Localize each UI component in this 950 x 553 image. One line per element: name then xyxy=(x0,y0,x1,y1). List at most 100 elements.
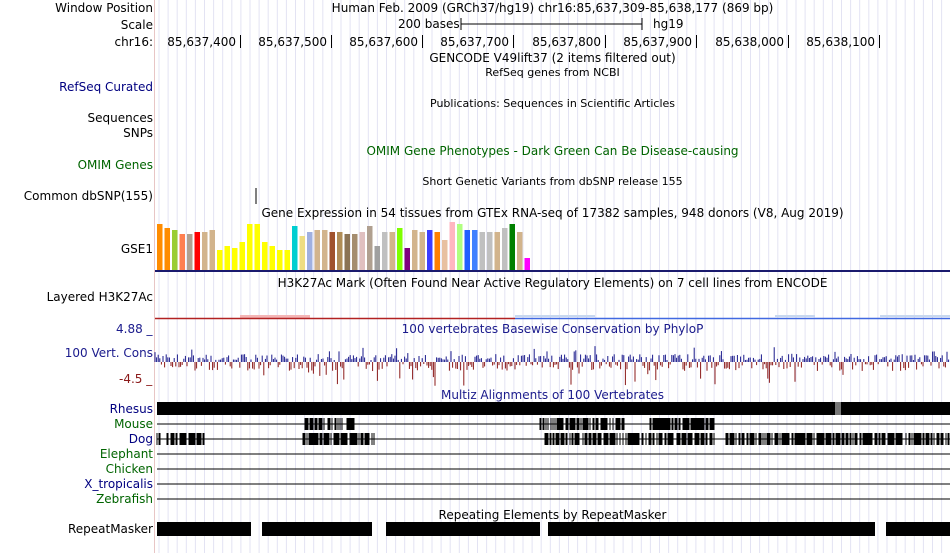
refseq-label[interactable]: RefSeq Curated xyxy=(59,80,153,94)
gtex-tissue-bar xyxy=(164,228,170,270)
multiz-alignments[interactable] xyxy=(155,400,950,505)
gtex-tissue-bar xyxy=(434,232,440,270)
h3k27ac-title[interactable]: H3K27Ac Mark (Often Found Near Active Re… xyxy=(277,276,828,290)
gtex-tissue-bar xyxy=(517,232,523,270)
gtex-tissue-bar xyxy=(479,232,485,270)
ruler-tick-label: 85,637,600 xyxy=(349,35,418,49)
gtex-tissue-bar xyxy=(217,250,223,270)
ruler-tick-mark xyxy=(240,35,241,48)
gtex-tissue-bar xyxy=(487,232,493,270)
gtex-tissue-bar xyxy=(374,246,380,270)
ruler-tick-mark xyxy=(696,35,697,48)
phylop-label[interactable]: 100 Vert. Cons xyxy=(64,346,153,360)
gtex-tissue-bar xyxy=(442,240,448,270)
omim-title[interactable]: OMIM Gene Phenotypes - Dark Green Can Be… xyxy=(366,144,739,158)
gtex-tissue-bar xyxy=(209,230,215,270)
refseq-title[interactable]: RefSeq genes from NCBI xyxy=(485,66,620,79)
species-label[interactable]: Dog xyxy=(128,432,153,446)
gtex-tissue-bar xyxy=(299,236,305,270)
phylop-title[interactable]: 100 vertebrates Basewise Conservation by… xyxy=(401,322,704,336)
scale-bar-text: 200 bases xyxy=(398,17,460,31)
ruler-tick-label: 85,638,100 xyxy=(806,35,875,49)
gtex-tissue-bar xyxy=(314,230,320,270)
ruler-tick-mark xyxy=(605,35,606,48)
ruler-tick-mark xyxy=(331,35,332,48)
gtex-tissue-bar xyxy=(389,232,395,270)
gtex-tissue-bar xyxy=(187,234,193,270)
scale-bar xyxy=(460,18,643,30)
gtex-tissue-bar xyxy=(457,224,463,270)
vertical-grid xyxy=(158,0,943,553)
gtex-tissue-bar xyxy=(412,230,418,270)
gtex-tissue-bar xyxy=(157,224,163,270)
ruler-tick-label: 85,637,700 xyxy=(440,35,509,49)
gtex-tissue-bar xyxy=(502,228,508,270)
ruler-tick-mark xyxy=(422,35,423,48)
species-label[interactable]: Mouse xyxy=(114,417,153,431)
gtex-tissue-bar xyxy=(262,242,268,270)
scale-label: Scale xyxy=(120,18,153,32)
gtex-tissue-bar xyxy=(337,232,343,270)
dbsnp-variant-mark[interactable] xyxy=(255,188,257,204)
gtex-tissue-bar xyxy=(367,226,373,270)
sequences-label[interactable]: Sequences xyxy=(87,111,153,125)
dbsnp-label[interactable]: Common dbSNP(155) xyxy=(23,189,153,203)
gtex-tissue-bar xyxy=(404,248,410,270)
gtex-tissue-bar xyxy=(284,250,290,270)
species-label[interactable]: Rhesus xyxy=(109,402,153,416)
gtex-tissue-bar xyxy=(202,232,208,270)
gtex-tissue-bar xyxy=(329,232,335,270)
phylop-min: -4.5 _ xyxy=(119,372,153,386)
gtex-tissue-bar xyxy=(179,234,185,270)
window-position-value[interactable]: Human Feb. 2009 (GRCh37/hg19) chr16:85,6… xyxy=(331,1,774,15)
phylop-signal[interactable] xyxy=(154,340,950,390)
repeat-label[interactable]: RepeatMasker xyxy=(67,522,153,536)
ruler-tick-mark xyxy=(788,35,789,48)
gtex-tissue-bar xyxy=(322,230,328,270)
gtex-tissue-bar xyxy=(269,246,275,270)
gtex-tissue-bar xyxy=(307,232,313,270)
dbsnp-title[interactable]: Short Genetic Variants from dbSNP releas… xyxy=(422,175,683,188)
ruler-tick-mark xyxy=(513,35,514,48)
gtex-tissue-bar xyxy=(419,232,425,270)
h3k27ac-signal[interactable] xyxy=(155,312,950,322)
ruler-tick-label: 85,637,400 xyxy=(167,35,236,49)
snps-label[interactable]: SNPs xyxy=(123,126,153,140)
gtex-tissue-bar xyxy=(449,222,455,270)
ruler-tick-label: 85,638,000 xyxy=(715,35,784,49)
h3k27ac-label[interactable]: Layered H3K27Ac xyxy=(46,290,153,304)
gtex-bars[interactable] xyxy=(155,222,950,274)
gtex-tissue-bar xyxy=(427,230,433,270)
omim-label[interactable]: OMIM Genes xyxy=(77,158,153,172)
gtex-tissue-bar xyxy=(397,228,403,270)
ruler-tick-label: 85,637,500 xyxy=(258,35,327,49)
gtex-tissue-bar xyxy=(254,224,260,270)
gtex-tissue-bar xyxy=(352,234,358,270)
publications-title[interactable]: Publications: Sequences in Scientific Ar… xyxy=(430,97,675,110)
gtex-tissue-bar xyxy=(359,232,365,270)
gtex-tissue-bar xyxy=(494,232,500,270)
species-label[interactable]: Elephant xyxy=(99,447,153,461)
window-position-label: Window Position xyxy=(55,1,153,15)
gtex-tissue-bar xyxy=(509,224,515,270)
repeatmasker-blocks[interactable] xyxy=(155,521,950,537)
species-label[interactable]: Zebrafish xyxy=(96,492,153,506)
gencode-title[interactable]: GENCODE V49lift37 (2 items filtered out) xyxy=(429,51,676,65)
repeat-title[interactable]: Repeating Elements by RepeatMasker xyxy=(438,508,667,522)
gtex-label[interactable]: GSE1 xyxy=(120,242,153,256)
gtex-tissue-bar xyxy=(224,246,230,270)
ruler-tick-label: 85,637,800 xyxy=(532,35,601,49)
gtex-tissue-bar xyxy=(172,230,178,270)
gtex-title[interactable]: Gene Expression in 54 tissues from GTEx … xyxy=(261,206,844,220)
species-label[interactable]: Chicken xyxy=(105,462,153,476)
ruler-tick-label: 85,637,900 xyxy=(623,35,692,49)
gtex-tissue-bar xyxy=(344,234,350,270)
gtex-tissue-bar xyxy=(239,242,245,270)
gtex-tissue-bar xyxy=(232,248,238,270)
multiz-title[interactable]: Multiz Alignments of 100 Vertebrates xyxy=(440,388,665,402)
phylop-max: 4.88 _ xyxy=(116,322,153,336)
gtex-tissue-bar xyxy=(277,250,283,270)
scale-assembly: hg19 xyxy=(653,17,684,31)
species-label[interactable]: X_tropicalis xyxy=(84,477,153,491)
